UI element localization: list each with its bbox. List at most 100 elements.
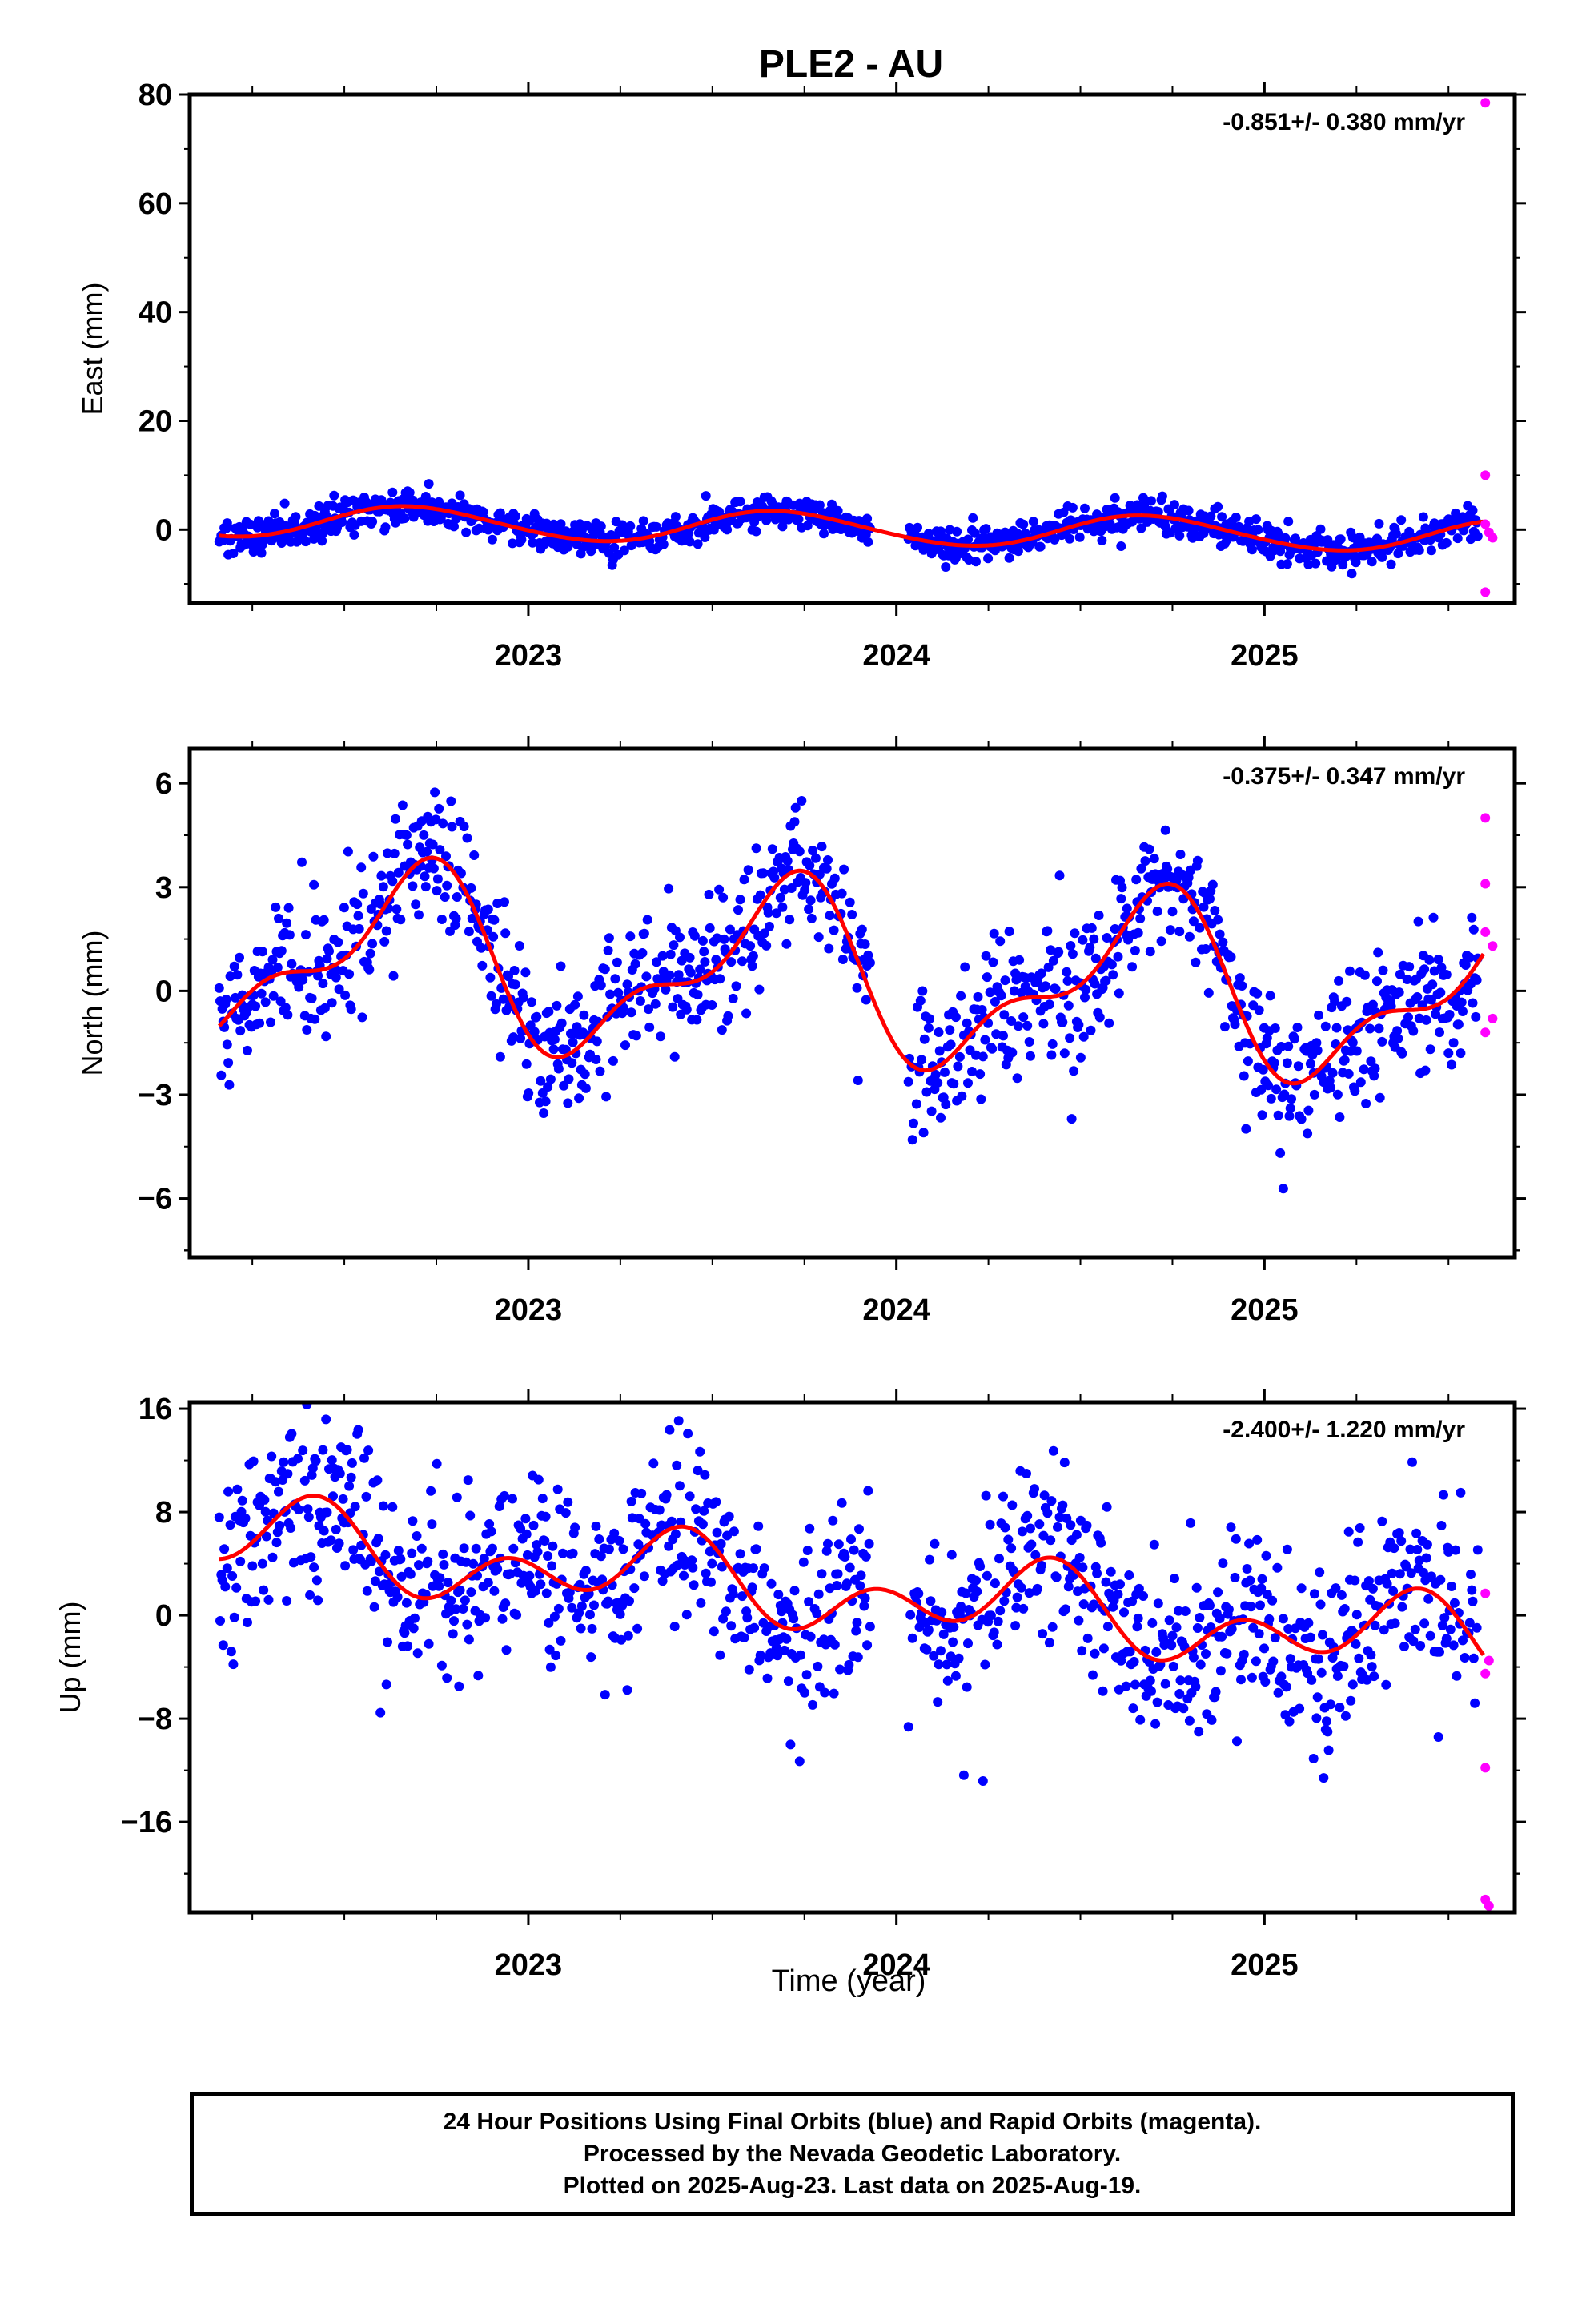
final-orbit-point xyxy=(396,1571,407,1582)
final-orbit-point xyxy=(907,1135,917,1145)
final-orbit-point xyxy=(339,903,349,913)
final-orbit-point xyxy=(1312,1045,1323,1055)
final-orbit-point xyxy=(319,1526,329,1536)
final-orbit-point xyxy=(1218,1558,1228,1569)
final-orbit-point xyxy=(400,513,410,524)
final-orbit-point xyxy=(299,1475,310,1486)
final-orbit-point xyxy=(681,1610,692,1620)
final-orbit-point xyxy=(1335,534,1346,545)
final-orbit-point xyxy=(1392,1026,1403,1036)
final-orbit-point xyxy=(1061,1604,1070,1614)
final-orbit-point xyxy=(933,1697,943,1707)
final-orbit-point xyxy=(548,1541,558,1551)
final-orbit-point xyxy=(618,1544,628,1554)
final-orbit-point xyxy=(486,991,496,1001)
final-orbit-point xyxy=(820,1687,830,1698)
final-orbit-point xyxy=(711,955,721,965)
final-orbit-point xyxy=(1058,1017,1068,1027)
final-orbit-point xyxy=(1370,1620,1380,1630)
final-orbit-point xyxy=(1026,1523,1035,1534)
final-orbit-point xyxy=(1312,1692,1323,1703)
final-orbit-point xyxy=(1071,1530,1082,1540)
final-orbit-point xyxy=(1192,855,1203,866)
final-orbit-point xyxy=(603,945,613,955)
final-orbit-point xyxy=(948,1637,958,1647)
final-orbit-point xyxy=(1296,1583,1307,1594)
rapid-orbit-point xyxy=(1488,1013,1498,1023)
final-orbit-point xyxy=(985,987,995,998)
final-orbit-point xyxy=(985,1519,995,1530)
final-orbit-point xyxy=(1393,549,1403,559)
final-orbit-point xyxy=(909,1118,918,1128)
final-orbit-point xyxy=(324,946,334,956)
final-orbit-point xyxy=(424,1638,434,1649)
final-orbit-point xyxy=(1066,941,1076,951)
final-orbit-point xyxy=(1026,1539,1037,1550)
final-orbit-point xyxy=(1156,936,1166,947)
final-orbit-point xyxy=(427,1519,437,1530)
final-orbit-point xyxy=(540,1511,551,1522)
final-orbit-point xyxy=(796,1650,805,1660)
north-rate-label: -0.375+/- 0.347 mm/yr xyxy=(1223,763,1465,790)
final-orbit-point xyxy=(563,1098,573,1108)
final-orbit-point xyxy=(978,1051,988,1062)
final-orbit-point xyxy=(553,1603,564,1614)
final-orbit-point xyxy=(753,1521,764,1531)
final-orbit-point xyxy=(504,971,513,982)
final-orbit-point xyxy=(1065,533,1075,544)
caption-line-1: 24 Hour Positions Using Final Orbits (bl… xyxy=(443,2108,1262,2135)
final-orbit-point xyxy=(1157,491,1167,501)
final-orbit-point xyxy=(845,897,855,907)
final-orbit-point xyxy=(1372,976,1382,987)
final-orbit-point xyxy=(1282,1058,1292,1068)
final-orbit-point xyxy=(1003,1534,1014,1545)
final-orbit-point xyxy=(1278,1184,1288,1194)
final-orbit-point xyxy=(1460,1653,1470,1663)
final-orbit-point xyxy=(1088,1670,1098,1680)
final-orbit-point xyxy=(1285,1654,1295,1664)
final-orbit-point xyxy=(608,1055,618,1066)
final-orbit-point xyxy=(387,1502,398,1512)
final-orbit-point xyxy=(652,521,661,532)
final-orbit-point xyxy=(669,940,679,951)
final-orbit-point xyxy=(773,1590,784,1600)
final-orbit-point xyxy=(722,525,733,535)
final-orbit-point xyxy=(452,1492,462,1502)
final-orbit-point xyxy=(1314,1654,1323,1664)
final-orbit-point xyxy=(721,1606,731,1617)
final-orbit-point xyxy=(1292,1023,1303,1032)
final-orbit-point xyxy=(298,975,308,985)
final-orbit-point xyxy=(1246,1602,1256,1612)
final-orbit-point xyxy=(833,1569,843,1579)
final-orbit-point xyxy=(1309,1589,1319,1599)
final-orbit-point xyxy=(231,1582,242,1593)
final-orbit-point xyxy=(650,999,661,1009)
final-orbit-point xyxy=(714,884,725,895)
final-orbit-point xyxy=(758,868,769,879)
final-orbit-point xyxy=(700,957,710,967)
final-orbit-point xyxy=(1128,1703,1138,1714)
final-orbit-point xyxy=(353,1425,363,1435)
final-orbit-point xyxy=(1231,1534,1241,1544)
final-orbit-point xyxy=(227,1571,238,1581)
final-orbit-point xyxy=(1311,558,1321,569)
final-orbit-point xyxy=(806,913,817,923)
final-orbit-point xyxy=(638,516,648,526)
final-orbit-point xyxy=(652,957,661,967)
final-orbit-point xyxy=(1381,1679,1391,1690)
final-orbit-point xyxy=(687,1555,697,1566)
final-orbit-point xyxy=(309,1562,319,1573)
final-orbit-point xyxy=(240,1513,251,1523)
final-orbit-point xyxy=(1153,507,1163,517)
final-orbit-point xyxy=(860,1593,870,1603)
final-orbit-point xyxy=(971,1575,981,1586)
final-orbit-point xyxy=(1319,1773,1329,1783)
final-orbit-point xyxy=(532,1546,543,1557)
final-orbit-point xyxy=(297,857,307,867)
final-orbit-point xyxy=(1273,1687,1283,1698)
final-orbit-point xyxy=(1408,1026,1419,1036)
final-orbit-point xyxy=(958,1770,969,1780)
final-orbit-point xyxy=(704,889,714,899)
final-orbit-point xyxy=(1335,1112,1345,1122)
final-orbit-point xyxy=(1444,1010,1455,1019)
